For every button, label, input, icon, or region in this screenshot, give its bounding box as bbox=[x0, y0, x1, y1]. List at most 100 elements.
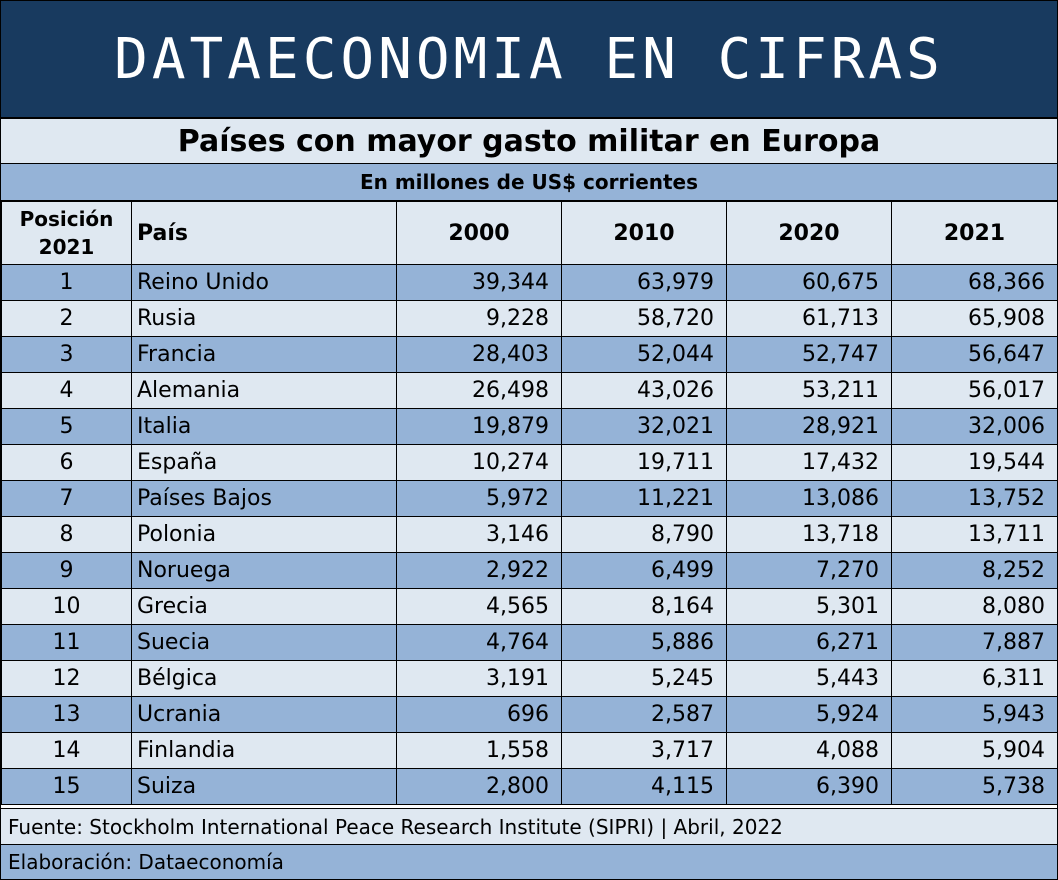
value-2000-cell: 9,228 bbox=[396, 300, 562, 337]
value-2020-cell: 5,301 bbox=[726, 588, 892, 625]
value-2021-cell: 19,544 bbox=[891, 444, 1058, 481]
value-2010-cell: 52,044 bbox=[561, 336, 727, 373]
value-2021-cell: 5,943 bbox=[891, 696, 1058, 733]
header-2010: 2010 bbox=[561, 201, 727, 265]
table-row: 1 Reino Unido 39,344 63,979 60,675 68,366 bbox=[1, 264, 1058, 301]
header-row: Posición 2021 País 2000 2010 2020 2021 bbox=[1, 201, 1058, 265]
country-cell: Ucrania bbox=[131, 696, 397, 733]
header-2020: 2020 bbox=[726, 201, 892, 265]
table-row: 4 Alemania 26,498 43,026 53,211 56,017 bbox=[1, 372, 1058, 409]
table-row: 3 Francia 28,403 52,044 52,747 56,647 bbox=[1, 336, 1058, 373]
rank-cell: 8 bbox=[1, 516, 132, 553]
country-cell: España bbox=[131, 444, 397, 481]
value-2000-cell: 1,558 bbox=[396, 732, 562, 769]
rank-cell: 7 bbox=[1, 480, 132, 517]
value-2000-cell: 4,565 bbox=[396, 588, 562, 625]
value-2010-cell: 8,790 bbox=[561, 516, 727, 553]
header-position: Posición 2021 bbox=[1, 201, 132, 265]
country-cell: Italia bbox=[131, 408, 397, 445]
value-2020-cell: 6,390 bbox=[726, 768, 892, 805]
value-2021-cell: 13,711 bbox=[891, 516, 1058, 553]
banner: DATAECONOMIA EN CIFRAS bbox=[1, 1, 1057, 119]
header-position-line2: 2021 bbox=[38, 235, 95, 259]
value-2000-cell: 2,922 bbox=[396, 552, 562, 589]
value-2020-cell: 13,086 bbox=[726, 480, 892, 517]
value-2000-cell: 28,403 bbox=[396, 336, 562, 373]
value-2010-cell: 5,245 bbox=[561, 660, 727, 697]
value-2021-cell: 32,006 bbox=[891, 408, 1058, 445]
source-note: Fuente: Stockholm International Peace Re… bbox=[1, 808, 1057, 844]
value-2010-cell: 32,021 bbox=[561, 408, 727, 445]
table-row: 13 Ucrania 696 2,587 5,924 5,943 bbox=[1, 696, 1058, 733]
table-row: 14 Finlandia 1,558 3,717 4,088 5,904 bbox=[1, 732, 1058, 769]
value-2000-cell: 5,972 bbox=[396, 480, 562, 517]
value-2020-cell: 7,270 bbox=[726, 552, 892, 589]
value-2020-cell: 4,088 bbox=[726, 732, 892, 769]
header-2000: 2000 bbox=[396, 201, 562, 265]
country-cell: Bélgica bbox=[131, 660, 397, 697]
value-2000-cell: 3,146 bbox=[396, 516, 562, 553]
value-2010-cell: 6,499 bbox=[561, 552, 727, 589]
value-2010-cell: 3,717 bbox=[561, 732, 727, 769]
rank-cell: 1 bbox=[1, 264, 132, 301]
rank-cell: 5 bbox=[1, 408, 132, 445]
country-cell: Polonia bbox=[131, 516, 397, 553]
value-2010-cell: 58,720 bbox=[561, 300, 727, 337]
country-cell: Reino Unido bbox=[131, 264, 397, 301]
rank-cell: 15 bbox=[1, 768, 132, 805]
country-cell: Noruega bbox=[131, 552, 397, 589]
country-cell: Rusia bbox=[131, 300, 397, 337]
value-2020-cell: 13,718 bbox=[726, 516, 892, 553]
table-row: 2 Rusia 9,228 58,720 61,713 65,908 bbox=[1, 300, 1058, 337]
value-2021-cell: 56,017 bbox=[891, 372, 1058, 409]
country-cell: Suecia bbox=[131, 624, 397, 661]
rank-cell: 2 bbox=[1, 300, 132, 337]
country-cell: Países Bajos bbox=[131, 480, 397, 517]
country-cell: Alemania bbox=[131, 372, 397, 409]
table-row: 6 España 10,274 19,711 17,432 19,544 bbox=[1, 444, 1058, 481]
table-row: 12 Bélgica 3,191 5,245 5,443 6,311 bbox=[1, 660, 1058, 697]
value-2010-cell: 8,164 bbox=[561, 588, 727, 625]
value-2000-cell: 10,274 bbox=[396, 444, 562, 481]
value-2010-cell: 19,711 bbox=[561, 444, 727, 481]
header-2021: 2021 bbox=[891, 201, 1058, 265]
value-2021-cell: 6,311 bbox=[891, 660, 1058, 697]
value-2000-cell: 26,498 bbox=[396, 372, 562, 409]
banner-title: DATAECONOMIA EN CIFRAS bbox=[114, 26, 944, 92]
credit-note: Elaboración: Dataeconomía bbox=[1, 844, 1057, 879]
value-2000-cell: 696 bbox=[396, 696, 562, 733]
rank-cell: 6 bbox=[1, 444, 132, 481]
value-2021-cell: 56,647 bbox=[891, 336, 1058, 373]
value-2000-cell: 39,344 bbox=[396, 264, 562, 301]
country-cell: Suiza bbox=[131, 768, 397, 805]
country-cell: Finlandia bbox=[131, 732, 397, 769]
rank-cell: 9 bbox=[1, 552, 132, 589]
table-row: 7 Países Bajos 5,972 11,221 13,086 13,752 bbox=[1, 480, 1058, 517]
table-row: 10 Grecia 4,565 8,164 5,301 8,080 bbox=[1, 588, 1058, 625]
rank-cell: 4 bbox=[1, 372, 132, 409]
value-2021-cell: 7,887 bbox=[891, 624, 1058, 661]
rank-cell: 14 bbox=[1, 732, 132, 769]
table-row: 9 Noruega 2,922 6,499 7,270 8,252 bbox=[1, 552, 1058, 589]
value-2020-cell: 5,924 bbox=[726, 696, 892, 733]
value-2010-cell: 5,886 bbox=[561, 624, 727, 661]
rank-cell: 11 bbox=[1, 624, 132, 661]
value-2010-cell: 11,221 bbox=[561, 480, 727, 517]
value-2010-cell: 43,026 bbox=[561, 372, 727, 409]
value-2020-cell: 5,443 bbox=[726, 660, 892, 697]
value-2010-cell: 2,587 bbox=[561, 696, 727, 733]
table-row: 15 Suiza 2,800 4,115 6,390 5,738 bbox=[1, 768, 1058, 805]
value-2010-cell: 63,979 bbox=[561, 264, 727, 301]
value-2020-cell: 60,675 bbox=[726, 264, 892, 301]
value-2021-cell: 8,252 bbox=[891, 552, 1058, 589]
value-2021-cell: 8,080 bbox=[891, 588, 1058, 625]
value-2000-cell: 2,800 bbox=[396, 768, 562, 805]
value-2000-cell: 4,764 bbox=[396, 624, 562, 661]
rank-cell: 13 bbox=[1, 696, 132, 733]
value-2020-cell: 6,271 bbox=[726, 624, 892, 661]
country-cell: Francia bbox=[131, 336, 397, 373]
value-2000-cell: 19,879 bbox=[396, 408, 562, 445]
military-spending-table: Posición 2021 País 2000 2010 2020 2021 1… bbox=[1, 201, 1058, 805]
table-row: 8 Polonia 3,146 8,790 13,718 13,711 bbox=[1, 516, 1058, 553]
